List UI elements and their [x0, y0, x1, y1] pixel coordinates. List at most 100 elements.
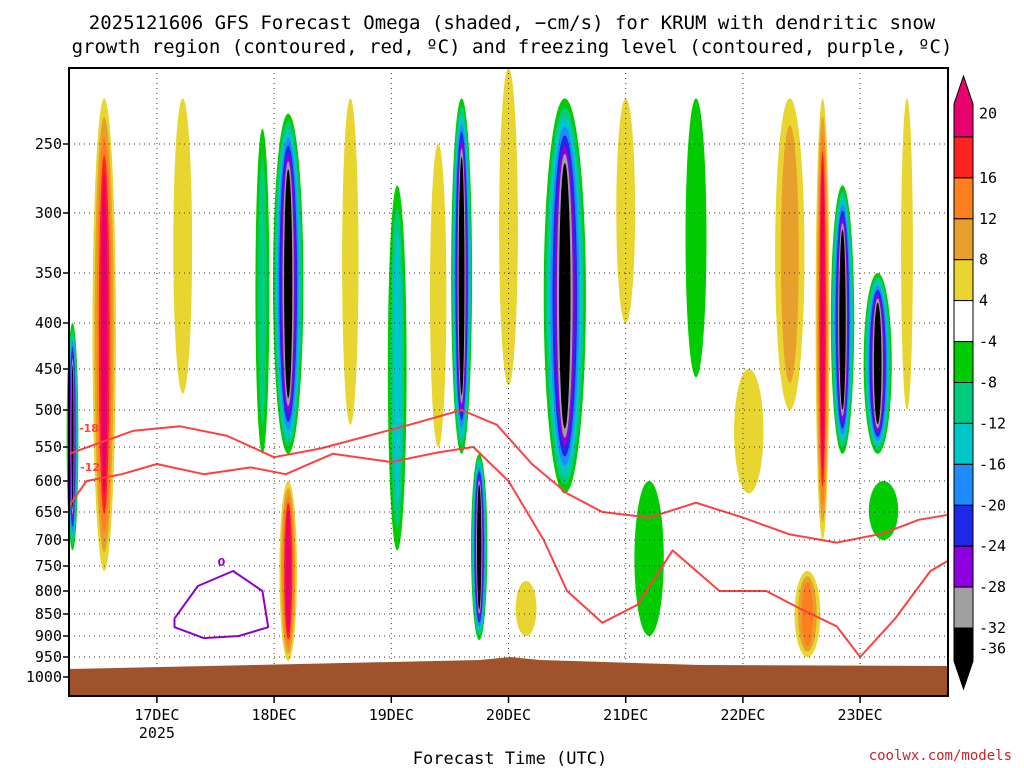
omega-cell: [342, 98, 359, 425]
omega-feature-20: [815, 98, 830, 540]
x-tick-label-17DEC: 17DEC: [134, 706, 179, 724]
x-tick-label-19DEC: 19DEC: [369, 706, 414, 724]
omega-cell: [616, 98, 636, 323]
colorbar-label--28: -28: [979, 578, 1006, 596]
colorbar-label--12: -12: [979, 414, 1006, 432]
colorbar-bin-5: [953, 300, 974, 343]
contour-dendritic-bottom-minus12: [68, 446, 949, 658]
omega-feature-6: [342, 98, 359, 425]
colorbar-bin-11: [953, 545, 974, 588]
colorbar-bin-3: [953, 218, 974, 261]
colorbar-label--20: -20: [979, 496, 1006, 514]
y-tick-label-400: 400: [35, 314, 62, 332]
y-tick-label-600: 600: [35, 472, 62, 490]
chart-title-line-1: 2025121606 GFS Forecast Omega (shaded, −…: [89, 12, 936, 34]
colorbar: 20 16 12 8 4 -4 -8 -12 -16 -20 -24 -28 -32 -36: [953, 74, 1006, 691]
colorbar-label-12: 12: [979, 210, 997, 228]
omega-feature-24: [868, 481, 899, 540]
contour-label-dendritic-bottom-minus12: -12: [80, 461, 100, 474]
colorbar-bin-8: [953, 422, 974, 465]
contour-layer: -18 -12 0: [68, 409, 949, 658]
colorbar-label-20: 20: [979, 105, 997, 123]
omega-feature-17: [734, 369, 764, 494]
x-tick-label-21DEC: 21DEC: [603, 706, 648, 724]
y-tick-label-450: 450: [35, 360, 62, 378]
colorbar-bin-2: [953, 177, 974, 220]
colorbar-bin-10: [953, 504, 974, 547]
y-axis: 250 300 350 400 450 500 550 600 650 700 750 800 850 9…: [26, 135, 69, 686]
omega-feature-14: [616, 98, 636, 323]
omega-feature-2: [173, 98, 193, 394]
colorbar-bin-7: [953, 382, 974, 424]
colorbar-bin-1: [953, 136, 974, 179]
terrain-ground: [69, 657, 948, 696]
omega-cell: [801, 581, 814, 647]
x-tick-label-22DEC: 22DEC: [720, 706, 765, 724]
y-tick-label-550: 550: [35, 438, 62, 456]
omega-cell: [734, 369, 764, 494]
omega-cell: [430, 144, 447, 447]
omega-cell: [459, 165, 464, 388]
colorbar-label--36: -36: [979, 640, 1006, 658]
y-tick-label-1000: 1000: [26, 668, 62, 686]
omega-cell: [71, 364, 74, 509]
colorbar-label--8: -8: [979, 374, 997, 392]
omega-cell: [258, 156, 267, 426]
site-credit: coolwx.com/models: [869, 748, 1012, 764]
colorbar-bin-9: [953, 463, 974, 506]
omega-feature-10: [471, 453, 488, 641]
y-tick-label-350: 350: [35, 264, 62, 282]
omega-feature-19: [794, 571, 821, 657]
colorbar-label-16: 16: [979, 169, 997, 187]
omega-feature-4: [279, 481, 298, 661]
omega-cell: [875, 306, 880, 420]
colorbar-label--16: -16: [979, 455, 1006, 473]
colorbar-bin-12: [953, 586, 974, 629]
colorbar-label--24: -24: [979, 537, 1006, 555]
y-tick-label-750: 750: [35, 557, 62, 575]
omega-feature-13: [543, 98, 586, 494]
omega-cell: [515, 581, 537, 636]
omega-cell: [561, 172, 569, 420]
omega-shading: [66, 68, 913, 661]
y-tick-label-850: 850: [35, 605, 62, 623]
omega-cell: [173, 98, 193, 394]
omega-cell: [685, 98, 707, 378]
omega-feature-1: [92, 98, 116, 571]
omega-cell: [780, 125, 799, 383]
y-tick-label-300: 300: [35, 204, 62, 222]
y-tick-label-800: 800: [35, 582, 62, 600]
omega-feature-8: [430, 144, 447, 447]
omega-cell: [393, 231, 402, 505]
omega-feature-7: [387, 185, 407, 551]
chart-title-line-2: growth region (contoured, red, ºC) and f…: [72, 36, 953, 58]
x-tick-label-20DEC: 20DEC: [486, 706, 531, 724]
omega-cell: [499, 68, 518, 386]
colorbar-bin-6: [953, 341, 974, 384]
omega-feature-21: [830, 185, 855, 454]
colorbar-bin-bottom: [953, 627, 974, 691]
contour-label-freezing-level-0C: 0: [218, 556, 226, 569]
colorbar-bin-top: [953, 74, 974, 138]
omega-feature-23: [901, 98, 913, 410]
y-tick-label-950: 950: [35, 648, 62, 666]
colorbar-label--32: -32: [979, 619, 1006, 637]
x-tick-label-23DEC: 23DEC: [838, 706, 883, 724]
x-axis-label: Forecast Time (UTC): [413, 749, 607, 768]
omega-feature-16: [685, 98, 707, 378]
y-tick-label-250: 250: [35, 135, 62, 153]
contour-label-dendritic-top-minus18: -18: [79, 422, 99, 435]
omega-feature-15: [634, 481, 664, 636]
y-tick-label-500: 500: [35, 401, 62, 419]
omega-cell: [820, 169, 825, 469]
omega-feature-11: [499, 68, 518, 386]
colorbar-label--4: -4: [979, 333, 997, 351]
contour-freezing-level-0C: [173, 570, 270, 640]
y-tick-label-900: 900: [35, 627, 62, 645]
x-tick-sublabel-17DEC: 2025: [139, 724, 175, 742]
omega-feature-12: [515, 581, 537, 636]
omega-cell: [477, 488, 481, 606]
omega-feature-3: [255, 128, 270, 454]
omega-cell: [868, 481, 899, 540]
